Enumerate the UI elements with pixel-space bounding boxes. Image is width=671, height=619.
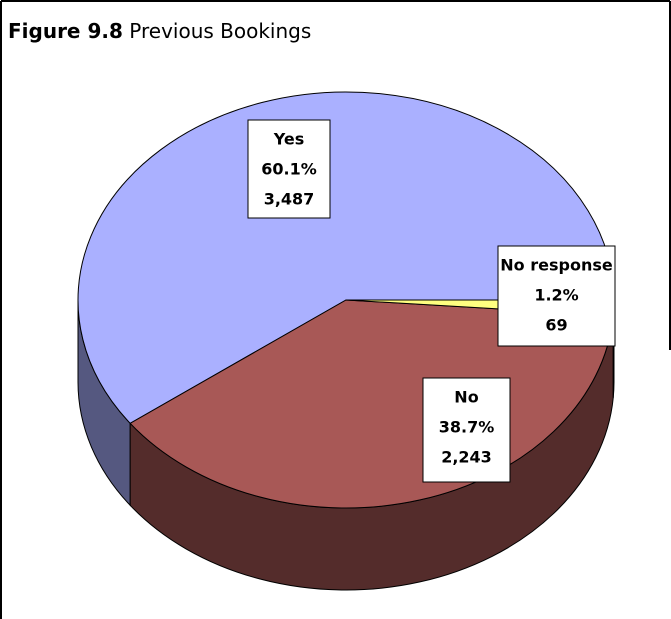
label-box (247, 119, 331, 219)
label-box (497, 245, 616, 347)
count-label: 2,243 (441, 448, 492, 467)
slice (77, 91, 615, 424)
category-label: No (454, 388, 478, 407)
count-label: 3,487 (264, 190, 315, 209)
count-label: 69 (545, 316, 567, 335)
percent-label: 1.2% (534, 286, 578, 305)
category-label: Yes (273, 130, 305, 149)
title-text: Previous Bookings (129, 19, 311, 43)
figure-number: Figure 9.8 (8, 19, 123, 43)
category-label: No response (500, 256, 613, 275)
percent-label: 60.1% (261, 160, 317, 179)
chart-title: Figure 9.8 Previous Bookings (8, 19, 311, 43)
percent-label: 38.7% (439, 418, 495, 437)
label-box (422, 377, 511, 483)
